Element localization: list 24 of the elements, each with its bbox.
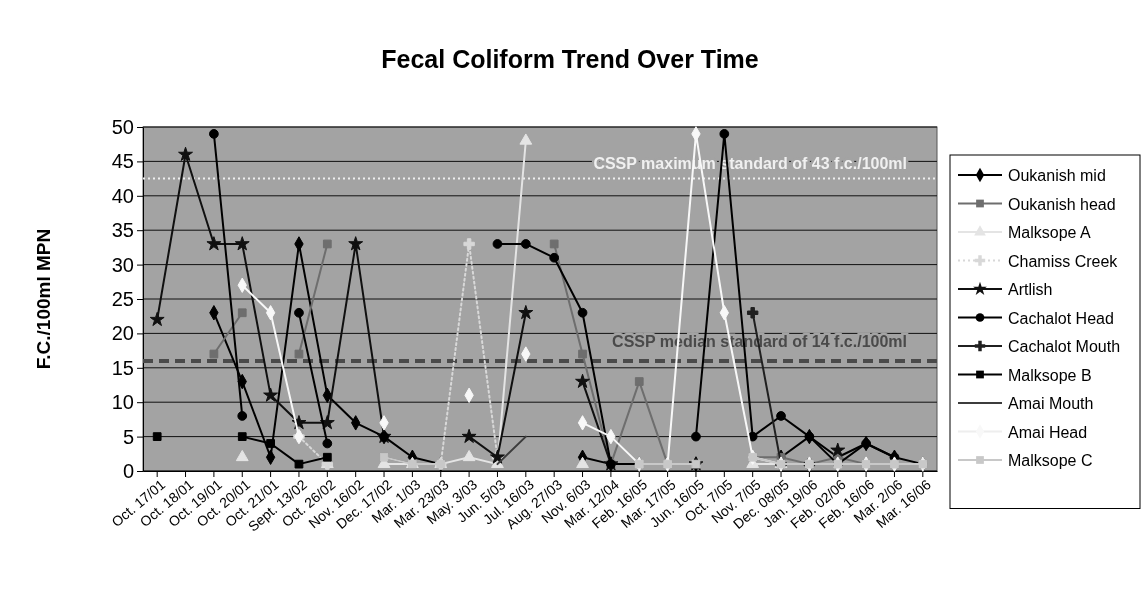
legend-label: Oukanish mid — [1008, 167, 1106, 184]
y-tick-label: 50 — [111, 115, 134, 138]
legend-label: Amai Head — [1008, 423, 1088, 441]
y-tick-label: 15 — [111, 356, 134, 379]
legend-label: Cachalot Head — [1008, 309, 1114, 327]
chart-title: Fecal Coliform Trend Over Time — [381, 45, 759, 73]
y-tick-label: 30 — [111, 253, 134, 276]
legend-label: Artlish — [1008, 281, 1053, 298]
legend-label: Cachalot Mouth — [1008, 338, 1121, 355]
legend-label: Amai Mouth — [1008, 395, 1094, 412]
y-tick-label: 40 — [111, 184, 134, 207]
y-tick-label: 0 — [122, 459, 134, 482]
legend-label: Malksope C — [1008, 452, 1093, 469]
y-axis-title: F.C./100ml MPN — [33, 228, 54, 370]
y-tick-label: 35 — [111, 219, 134, 242]
legend-label: Malksope A — [1008, 224, 1092, 241]
y-tick-label: 45 — [111, 150, 134, 173]
legend-label: Malksope B — [1008, 366, 1092, 384]
legend-label: Chamiss Creek — [1008, 252, 1119, 270]
legend-label: Oukanish head — [1008, 195, 1116, 213]
y-tick-label: 5 — [122, 425, 134, 448]
y-tick-label: 25 — [111, 287, 134, 310]
y-tick-label: 20 — [111, 322, 134, 345]
y-tick-label: 10 — [111, 391, 134, 414]
